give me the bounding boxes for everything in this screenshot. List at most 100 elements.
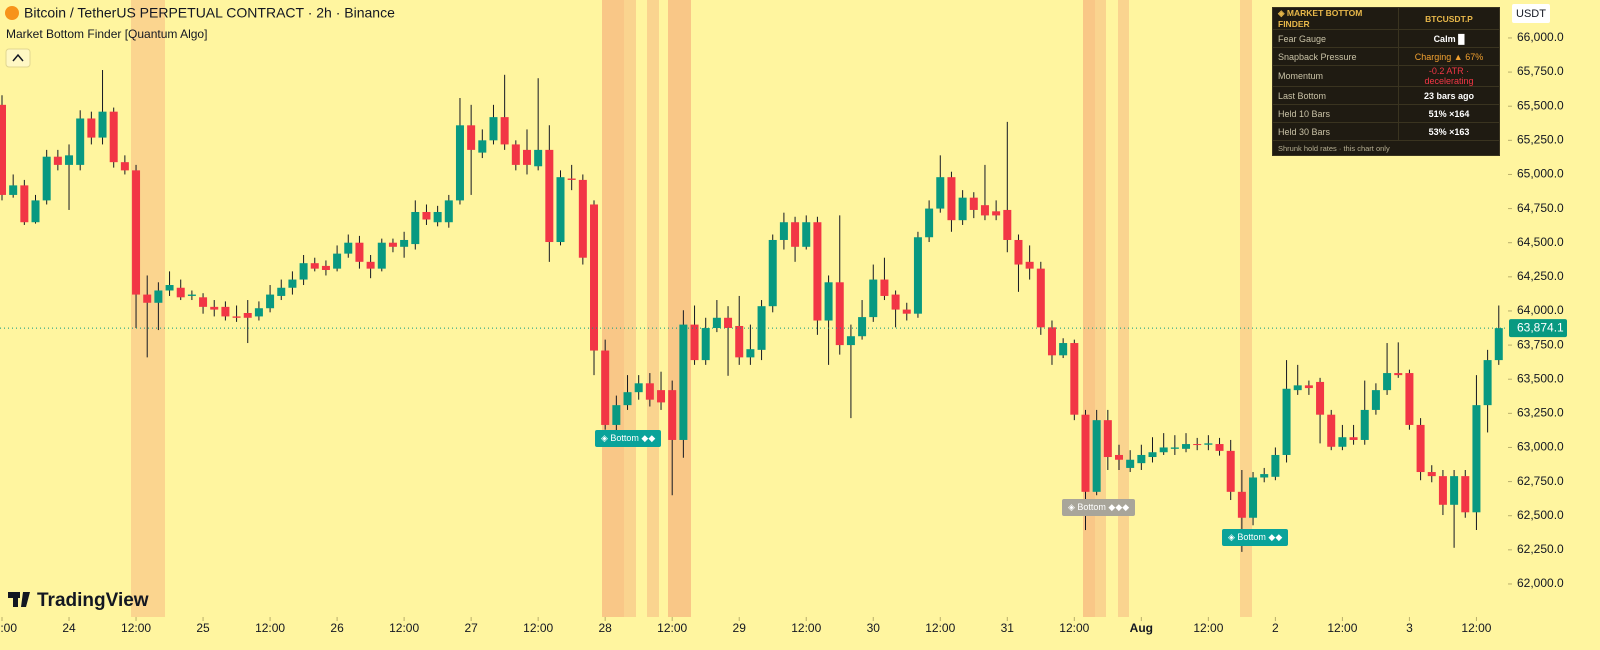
candle-body bbox=[333, 253, 342, 269]
candle-body bbox=[1371, 390, 1380, 410]
candle-body bbox=[802, 222, 811, 247]
candle-body bbox=[400, 239, 409, 247]
candle-body bbox=[143, 294, 152, 303]
candle-body bbox=[31, 200, 40, 223]
candle-body bbox=[1349, 437, 1358, 440]
table-cell: -0.2 ATR · decelerating bbox=[1398, 65, 1500, 87]
table-row: Snapback Pressure Charging ▲ 67% bbox=[1272, 47, 1500, 66]
candle-body bbox=[1148, 452, 1157, 458]
y-tick-label: 62,000.0 bbox=[1517, 576, 1564, 590]
candle-body bbox=[690, 324, 699, 361]
indicator-name: Market Bottom Finder [Quantum Algo] bbox=[6, 27, 207, 41]
y-tick-label: 65,000.0 bbox=[1517, 167, 1564, 181]
candle-body bbox=[835, 282, 844, 346]
candle-body bbox=[1003, 209, 1012, 240]
candle-body bbox=[1036, 268, 1045, 328]
candle-body bbox=[489, 117, 498, 141]
x-tick-label: Aug bbox=[1130, 621, 1153, 635]
highlight-bands bbox=[131, 0, 1252, 617]
table-row: Momentum -0.2 ATR · decelerating bbox=[1272, 65, 1500, 87]
bottom-label: ◈ Bottom ◆◆ bbox=[595, 430, 662, 447]
candle-body bbox=[1193, 444, 1202, 446]
candle-body bbox=[1461, 476, 1470, 513]
candle-body bbox=[724, 317, 733, 329]
candle-body bbox=[377, 242, 386, 269]
candle-body bbox=[42, 156, 51, 201]
candle-body bbox=[701, 328, 710, 361]
candle-body bbox=[1215, 444, 1224, 451]
candle-body bbox=[1170, 447, 1179, 449]
y-tick-label: 64,500.0 bbox=[1517, 235, 1564, 249]
candle-body bbox=[623, 392, 632, 406]
coin-icon bbox=[5, 6, 19, 20]
candle-body bbox=[980, 205, 989, 216]
x-tick-label: 12:00 bbox=[1461, 621, 1491, 635]
candle-body bbox=[1483, 360, 1492, 406]
candle-body bbox=[791, 222, 800, 247]
x-tick-label: 12:00 bbox=[523, 621, 553, 635]
x-tick-label: 12:00 bbox=[389, 621, 419, 635]
candle-body bbox=[9, 185, 18, 195]
candle-body bbox=[444, 200, 453, 223]
table-cell: Shrunk hold rates · this chart only bbox=[1272, 140, 1500, 156]
candle-body bbox=[199, 297, 208, 307]
table-row: Last Bottom 23 bars ago bbox=[1272, 86, 1500, 105]
candle-body bbox=[455, 125, 464, 201]
candle-body bbox=[478, 140, 487, 153]
x-tick-label: 2 bbox=[1272, 621, 1279, 635]
candle-body bbox=[20, 185, 29, 223]
candle-body bbox=[288, 279, 297, 288]
candle-body bbox=[1338, 437, 1347, 447]
candle-body bbox=[366, 261, 375, 269]
unit-box[interactable] bbox=[1512, 4, 1550, 23]
x-tick-label: 12:00 bbox=[925, 621, 955, 635]
table-cell: Held 10 Bars bbox=[1272, 104, 1399, 123]
candle-body bbox=[120, 162, 129, 171]
collapse-button[interactable] bbox=[5, 48, 31, 68]
x-tick-label: 12:00 bbox=[1327, 621, 1357, 635]
candle-body bbox=[132, 170, 141, 295]
candle-body bbox=[1115, 454, 1123, 460]
candle-body bbox=[679, 324, 688, 440]
chart-title: Bitcoin / TetherUS PERPETUAL CONTRACT · … bbox=[24, 5, 395, 21]
candle-body bbox=[511, 144, 520, 165]
candle-body bbox=[925, 208, 934, 238]
candle-body bbox=[467, 125, 476, 150]
candle-body bbox=[76, 118, 85, 165]
table-footer: Shrunk hold rates · this chart only bbox=[1272, 140, 1500, 156]
candle-body bbox=[1025, 261, 1034, 269]
x-tick-label: 28 bbox=[599, 621, 613, 635]
y-tick-label: 63,250.0 bbox=[1517, 406, 1564, 420]
candle-body bbox=[590, 204, 599, 351]
candle-body bbox=[1204, 443, 1213, 445]
candle-body bbox=[154, 290, 163, 303]
candle-body bbox=[746, 349, 755, 358]
candle-body bbox=[947, 177, 956, 221]
candle-body bbox=[299, 263, 308, 280]
candle-body bbox=[1059, 343, 1068, 356]
candle-body bbox=[1014, 239, 1023, 265]
candle-body bbox=[1092, 420, 1101, 492]
table-cell: BTCUSDT.P bbox=[1398, 7, 1500, 30]
candle-body bbox=[266, 294, 275, 309]
candle-body bbox=[880, 279, 889, 296]
candle-body bbox=[891, 294, 900, 310]
candle-body bbox=[768, 239, 777, 307]
candle-body bbox=[958, 197, 967, 221]
candle-body bbox=[813, 222, 822, 321]
table-cell: 51% ×164 bbox=[1398, 104, 1500, 123]
last-price-box bbox=[1509, 319, 1567, 338]
candle-body bbox=[310, 263, 319, 269]
y-tick-label: 62,750.0 bbox=[1517, 474, 1564, 488]
candle-body bbox=[221, 306, 230, 317]
candle-body bbox=[1304, 385, 1313, 389]
candle-body bbox=[601, 350, 610, 425]
candle-body bbox=[913, 237, 922, 314]
candle-body bbox=[645, 383, 654, 400]
candle-body bbox=[176, 287, 185, 298]
x-tick-label: 31 bbox=[1001, 621, 1015, 635]
x-tick-label: 12:00 bbox=[791, 621, 821, 635]
tv-logo bbox=[8, 592, 30, 607]
